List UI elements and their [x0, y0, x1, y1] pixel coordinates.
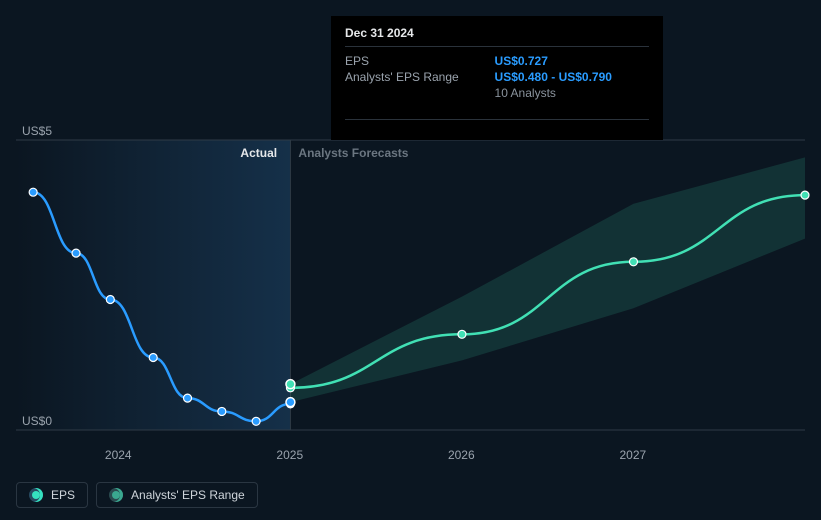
actual-section-label: Actual	[240, 146, 277, 160]
legend-item[interactable]: EPS	[16, 482, 88, 508]
legend-label: EPS	[51, 488, 75, 502]
legend-label: Analysts' EPS Range	[131, 488, 245, 502]
y-axis-label: US$5	[22, 124, 52, 138]
legend-swatch-icon	[29, 488, 43, 502]
legend-swatch-icon	[109, 488, 123, 502]
chart-tooltip: Dec 31 2024 EPS US$0.727 Analysts' EPS R…	[331, 16, 663, 140]
tooltip-row-value: US$0.727	[495, 53, 649, 69]
tooltip-row-sub: 10 Analysts	[495, 85, 649, 101]
x-axis-label: 2025	[276, 448, 303, 462]
tooltip-row-label: EPS	[345, 53, 495, 69]
x-axis-label: 2026	[448, 448, 475, 462]
x-axis-label: 2024	[105, 448, 132, 462]
eps-chart: Actual Analysts Forecasts Dec 31 2024 EP…	[0, 0, 821, 520]
x-axis-label: 2027	[619, 448, 646, 462]
forecast-section-label: Analysts Forecasts	[298, 146, 408, 160]
tooltip-date: Dec 31 2024	[345, 26, 649, 40]
tooltip-row-value: US$0.480 - US$0.790	[495, 69, 649, 85]
chart-legend: EPS Analysts' EPS Range	[16, 482, 258, 508]
legend-item[interactable]: Analysts' EPS Range	[96, 482, 258, 508]
y-axis-label: US$0	[22, 414, 52, 428]
tooltip-row-label: Analysts' EPS Range	[345, 69, 495, 85]
